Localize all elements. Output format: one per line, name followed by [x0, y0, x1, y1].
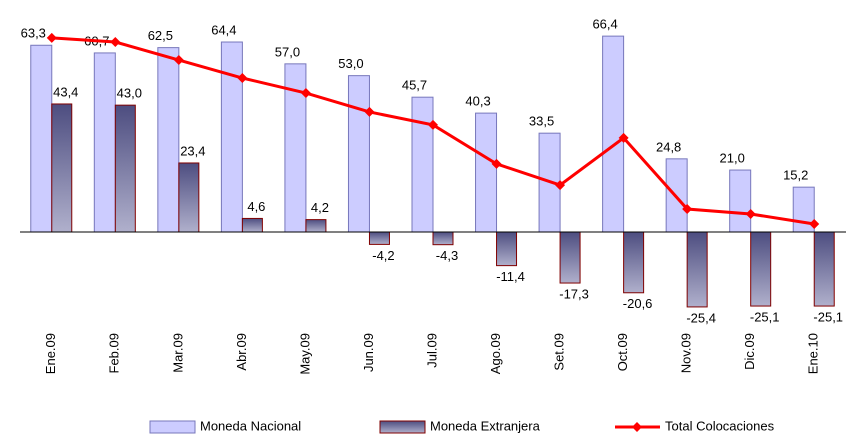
bar	[432, 231, 454, 246]
bar	[729, 169, 752, 233]
data-label: -25,1	[813, 309, 843, 324]
line-marker	[300, 88, 311, 99]
data-label: 24,8	[656, 139, 681, 154]
x-tick-label: Ago.09	[488, 333, 503, 374]
legend-label: Moneda Nacional	[200, 418, 301, 433]
line-marker	[618, 132, 629, 143]
data-label: 40,3	[465, 94, 490, 109]
data-label: 4,2	[311, 200, 329, 215]
data-label: 53,0	[338, 56, 363, 71]
line-marker	[809, 219, 820, 230]
bar	[686, 231, 708, 308]
data-label: 33,5	[529, 114, 554, 129]
line-marker	[237, 73, 248, 84]
data-label: 57,0	[275, 44, 300, 59]
data-label: -20,6	[623, 296, 653, 311]
x-tick-label: Ene.09	[43, 333, 58, 374]
line-marker	[364, 106, 375, 117]
bar	[305, 219, 327, 233]
legend-swatch	[149, 420, 196, 434]
x-tick-label: Mar.09	[170, 333, 185, 373]
bar	[813, 231, 835, 307]
data-label: 62,5	[148, 28, 173, 43]
data-label: 66,4	[592, 17, 617, 32]
data-label: -17,3	[559, 286, 589, 301]
bar	[623, 231, 645, 294]
legend-label: Total Colocaciones	[665, 418, 775, 433]
bar	[157, 47, 180, 233]
bar	[475, 112, 498, 233]
line-marker	[110, 37, 121, 48]
x-tick-label: May.09	[297, 333, 312, 375]
data-label: 43,4	[53, 84, 78, 99]
bar	[93, 52, 116, 233]
data-label: 63,3	[21, 26, 46, 41]
bar	[602, 35, 625, 233]
bar	[411, 96, 434, 233]
line-marker	[555, 180, 566, 191]
data-label: 45,7	[402, 78, 427, 93]
x-tick-label: Dic.09	[742, 333, 757, 370]
line-marker	[491, 158, 502, 169]
x-tick-label: Abr.09	[234, 333, 249, 371]
bar	[750, 231, 772, 307]
x-tick-label: Set.09	[552, 333, 567, 371]
x-tick-label: Ene.10	[806, 333, 821, 374]
data-label: 64,4	[211, 22, 236, 37]
data-label: -4,2	[372, 248, 394, 263]
x-tick-label: Jul.09	[424, 333, 439, 368]
data-label: -25,1	[750, 309, 780, 324]
line-marker	[428, 119, 438, 130]
data-label: 23,4	[180, 143, 205, 158]
line-marker	[745, 209, 756, 220]
data-label: -11,4	[496, 269, 525, 284]
bar	[220, 41, 243, 233]
bar	[368, 231, 390, 245]
bar	[178, 162, 200, 233]
legend-label: Moneda Extranjera	[430, 418, 541, 433]
data-label: -25,4	[686, 310, 716, 325]
data-label: -4,3	[436, 248, 458, 263]
bar	[496, 231, 518, 267]
bar	[347, 75, 370, 233]
line-marker	[682, 203, 693, 214]
data-label: 4,6	[247, 199, 265, 214]
line-marker	[46, 32, 57, 43]
line-marker	[173, 55, 184, 66]
data-label: 15,2	[783, 168, 808, 183]
x-tick-label: Oct.09	[615, 333, 630, 371]
data-label: 21,0	[720, 150, 745, 165]
bar	[51, 103, 73, 233]
legend-marker	[632, 422, 642, 432]
bar	[114, 104, 136, 233]
bar	[241, 217, 263, 233]
x-tick-label: Feb.09	[107, 333, 122, 373]
data-label: 43,0	[117, 86, 142, 101]
x-tick-label: Nov.09	[679, 333, 694, 373]
legend-swatch	[379, 420, 426, 434]
bar	[30, 44, 53, 233]
x-tick-label: Jun.09	[361, 333, 376, 372]
bar	[559, 231, 581, 284]
